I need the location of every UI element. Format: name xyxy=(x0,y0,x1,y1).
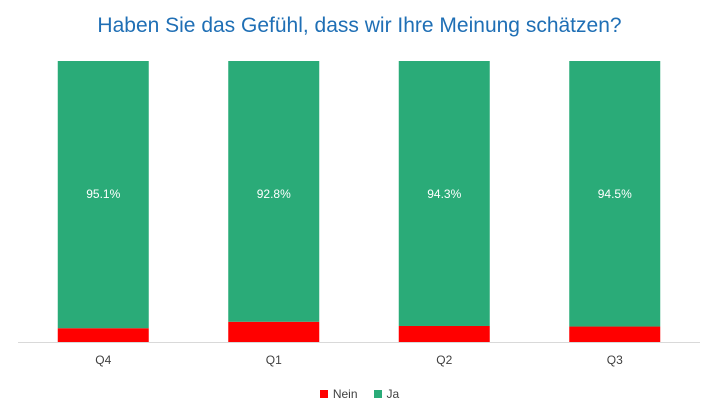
bar-nein-q3 xyxy=(569,326,661,342)
chart-title: Haben Sie das Gefühl, dass wir Ihre Mein… xyxy=(97,14,622,37)
legend: Nein Ja xyxy=(0,387,719,401)
bar-ja-q2 xyxy=(398,61,490,326)
x-tick-label-q2: Q2 xyxy=(436,353,452,367)
bar-ja-q4 xyxy=(57,61,149,329)
data-label-q1: 92.8% xyxy=(257,187,291,201)
x-tick-label-q4: Q4 xyxy=(95,353,111,367)
data-label-q2: 94.3% xyxy=(427,187,461,201)
legend-label-nein: Nein xyxy=(332,387,358,401)
bar-ja-q1 xyxy=(228,61,320,322)
x-tick-label-q1: Q1 xyxy=(266,353,282,367)
bar-ja-q3 xyxy=(569,61,661,327)
legend-swatch-nein xyxy=(319,390,328,398)
x-tick-label-q3: Q3 xyxy=(607,353,623,367)
legend-item-ja: Ja xyxy=(373,387,400,401)
data-label-q3: 94.5% xyxy=(598,187,632,201)
bar-nein-q2 xyxy=(398,325,490,342)
data-label-q4: 95.1% xyxy=(86,187,120,201)
legend-swatch-ja xyxy=(373,390,382,398)
bar-nein-q1 xyxy=(228,321,320,342)
legend-label-ja: Ja xyxy=(386,387,400,401)
legend-item-nein: Nein xyxy=(319,387,358,401)
bar-nein-q4 xyxy=(57,328,149,342)
